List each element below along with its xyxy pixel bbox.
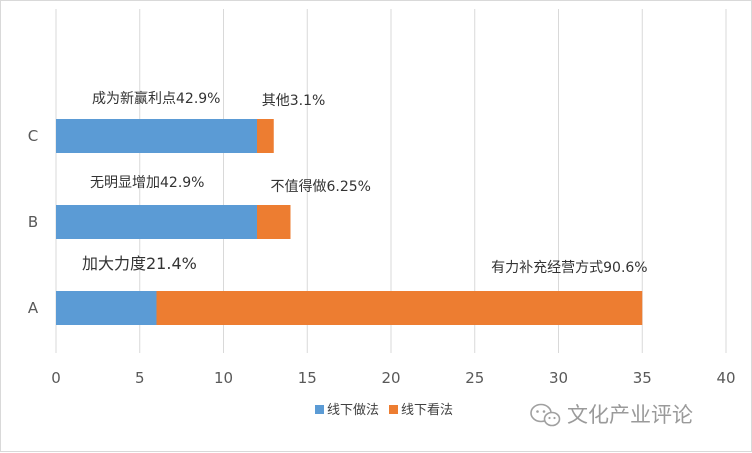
bar-C-series-2	[257, 119, 274, 153]
legend-swatch-2	[389, 405, 398, 414]
legend: 线下做法 线下看法	[315, 402, 453, 418]
legend-label-1: 线下做法	[327, 403, 379, 418]
x-tick-label-30: 30	[549, 369, 568, 387]
data-label-B-1: 无明显增加42.9%	[90, 175, 204, 191]
wechat-icon	[530, 403, 561, 427]
y-tick-label-A: A	[28, 299, 39, 317]
grid-lines	[55, 9, 727, 353]
data-label-A-2: 有力补充经营方式90.6%	[491, 260, 647, 276]
x-tick-label-15: 15	[298, 369, 317, 387]
x-tick-label-40: 40	[716, 369, 735, 387]
bar-A-series-1	[56, 291, 157, 325]
data-label-B-2: 不值得做6.25%	[271, 178, 371, 195]
data-label-A-1: 加大力度21.4%	[82, 254, 197, 273]
legend-label-2: 线下看法	[401, 402, 453, 418]
watermark: 文化产业评论	[530, 403, 693, 427]
bar-B-series-2	[257, 205, 291, 239]
legend-swatch-1	[315, 405, 324, 414]
data-label-C-1: 成为新赢利点42.9%	[92, 90, 220, 107]
bar-B-series-1	[56, 205, 257, 239]
bars	[56, 119, 643, 325]
x-tick-label-5: 5	[135, 369, 145, 387]
x-tick-label-10: 10	[214, 369, 233, 387]
bar-A-series-2	[156, 291, 643, 325]
watermark-text: 文化产业评论	[567, 403, 693, 427]
data-labels: 加大力度21.4% 有力补充经营方式90.6% 无明显增加42.9% 不值得做6.25…	[82, 90, 648, 276]
y-tick-label-B: B	[28, 213, 38, 231]
data-label-C-2: 其他3.1%	[262, 93, 326, 109]
bar-C-series-1	[56, 119, 257, 153]
x-tick-label-25: 25	[465, 369, 484, 387]
y-tick-label-C: C	[28, 127, 38, 145]
x-tick-label-0: 0	[51, 369, 61, 387]
x-axis-ticks: 0 5 10 15 20 25 30 35 40	[51, 369, 735, 387]
x-tick-label-35: 35	[633, 369, 652, 387]
x-tick-label-20: 20	[381, 369, 400, 387]
y-axis-ticks: A B C	[28, 127, 39, 317]
